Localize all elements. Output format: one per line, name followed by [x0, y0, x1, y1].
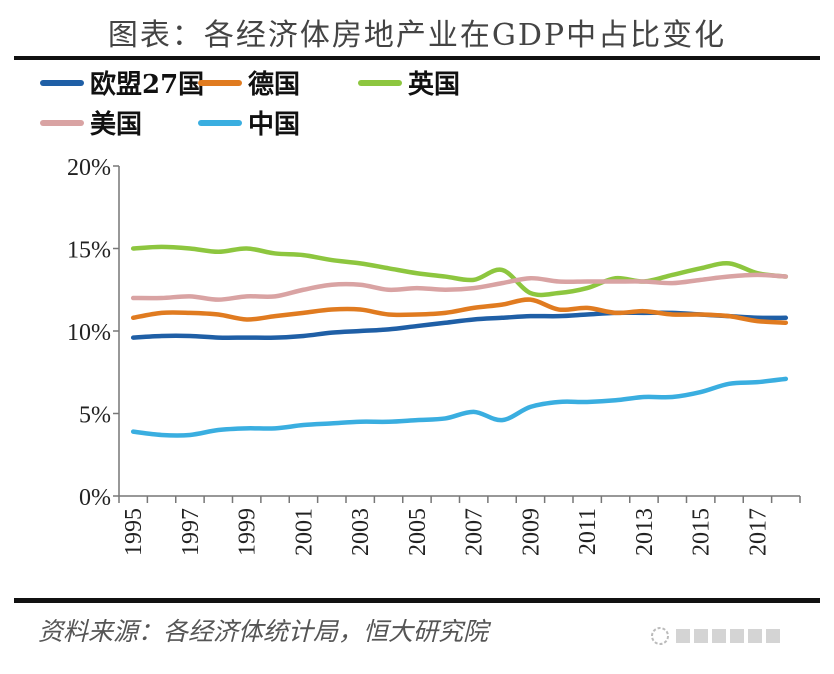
y-tick-label: 15% [67, 238, 111, 264]
legend-swatch [198, 79, 242, 86]
x-tick-label: 1997 [178, 508, 204, 556]
x-tick-label: 2015 [689, 508, 715, 556]
legend-item-china: 中国 [198, 104, 300, 141]
legend-item-germany: 德国 [198, 64, 300, 101]
legend-label: 德国 [248, 70, 301, 100]
legend-label: 美国 [90, 110, 143, 140]
series-line-英国 [130, 244, 789, 298]
x-tick-label: 1995 [121, 508, 147, 556]
legend-item-uk: 英国 [358, 64, 460, 101]
x-tick-label: 2003 [348, 508, 374, 556]
chart-title: 图表：各经济体房地产业在GDP中占比变化 [107, 18, 727, 53]
source-note: 资料来源：各经济体统计局，恒大研究院 [38, 617, 489, 646]
x-tick-label: 2005 [405, 508, 431, 556]
x-tick-label: 2011 [575, 508, 601, 555]
legend-item-us: 美国 [40, 104, 142, 141]
legend-label: 英国 [408, 70, 461, 100]
legend-label: 中国 [248, 110, 301, 140]
legend-swatch [40, 79, 84, 86]
x-tick-label: 1999 [235, 508, 261, 556]
x-tick-label: 2001 [291, 508, 317, 556]
title-rule [14, 56, 820, 60]
legend-swatch [198, 119, 242, 126]
y-tick-label: 5% [79, 403, 111, 429]
legend-label: 欧盟27国 [90, 70, 205, 100]
watermark [650, 624, 800, 653]
legend-item-eu27: 欧盟27国 [40, 64, 204, 101]
legend-swatch [40, 119, 84, 126]
series-line-美国 [130, 272, 789, 302]
series-line-德国 [130, 297, 789, 325]
x-tick-label: 2013 [632, 508, 658, 556]
series-line-中国 [130, 376, 789, 438]
source-rule [14, 598, 820, 603]
y-tick-label: 0% [79, 485, 111, 511]
legend-swatch [358, 79, 402, 86]
x-tick-label: 2017 [745, 508, 771, 556]
x-tick-label: 2007 [462, 508, 488, 556]
y-tick-label: 20% [67, 155, 111, 181]
y-tick-label: 10% [67, 320, 111, 346]
watermark-logo [651, 627, 780, 645]
line-chart: 0% 5% 10% 15% 20% 1995 1997 1999 2001 2003 2005 200… [67, 155, 801, 556]
x-tick-label: 2009 [518, 508, 544, 556]
